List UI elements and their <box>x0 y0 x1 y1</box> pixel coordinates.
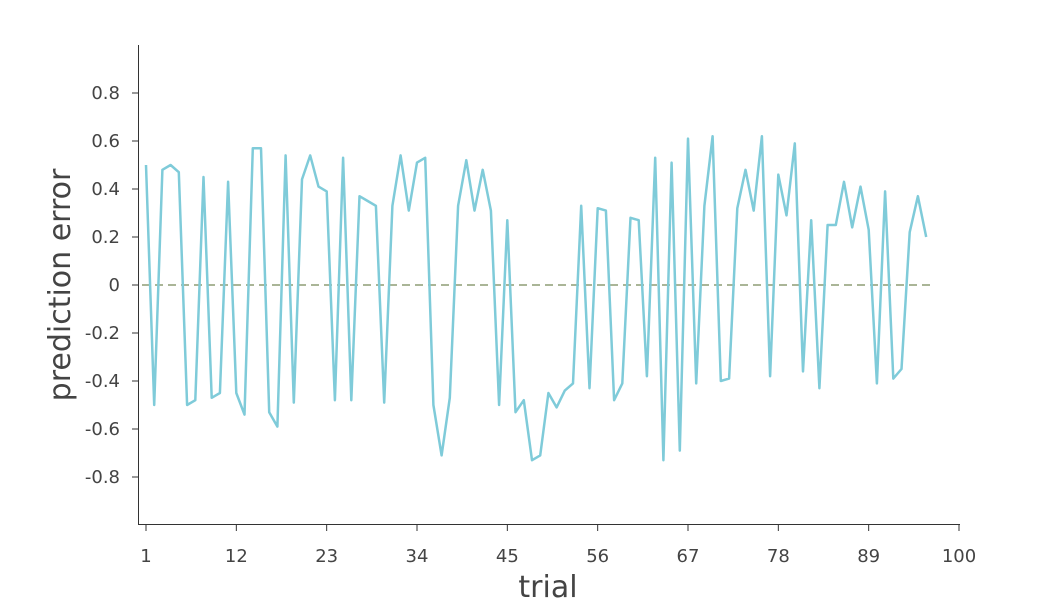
x-tick-label: 45 <box>496 546 519 567</box>
x-tick-label: 78 <box>767 546 790 567</box>
x-tick-label: 1 <box>140 546 151 567</box>
y-tick-label: 0 <box>109 275 120 296</box>
x-axis-title: trial <box>518 570 577 605</box>
series-layer <box>144 134 928 462</box>
y-tick-label: 0.4 <box>91 179 120 200</box>
axes <box>138 45 960 525</box>
y-tick-label: -0.4 <box>85 371 120 392</box>
y-ticks: -0.8 -0.6 -0.4 -0.2 0 0.2 0.4 0.6 0.8 <box>85 83 138 488</box>
x-tick-label: 23 <box>315 546 338 567</box>
x-ticks: 1 12 23 34 45 56 67 78 89 100 <box>140 525 976 567</box>
x-tick-label: 12 <box>225 546 248 567</box>
y-tick-label: -0.8 <box>85 467 120 488</box>
series-line <box>144 134 928 462</box>
x-tick-label: 56 <box>586 546 609 567</box>
y-tick-label: 0.8 <box>91 83 120 104</box>
x-tick-label: 89 <box>857 546 880 567</box>
y-axis-title: prediction error <box>43 168 78 401</box>
y-tick-label: 0.6 <box>91 131 120 152</box>
x-tick-label: 100 <box>942 546 976 567</box>
y-tick-label: -0.2 <box>85 323 120 344</box>
x-tick-label: 67 <box>677 546 700 567</box>
y-tick-label: -0.6 <box>85 419 120 440</box>
y-tick-label: 0.2 <box>91 227 120 248</box>
x-tick-label: 34 <box>406 546 429 567</box>
